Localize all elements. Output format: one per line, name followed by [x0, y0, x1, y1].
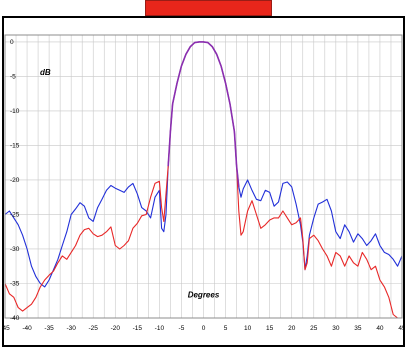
y-tick-label: -40: [10, 315, 20, 322]
x-tick-label: 5: [224, 325, 228, 332]
y-tick-label: -20: [10, 177, 20, 184]
x-tick-label: 40: [376, 325, 384, 332]
line-chart: -45-40-35-30-25-20-15-10-505101520253035…: [2, 16, 405, 347]
x-tick-label: -5: [179, 325, 185, 332]
series-lines: [4, 41, 403, 319]
x-tick-label: -10: [155, 325, 165, 332]
x-tick-label: 10: [244, 325, 252, 332]
x-tick-label: 0: [202, 325, 206, 332]
x-tick-label: 20: [288, 325, 296, 332]
main-lobe-overlap-line: [167, 41, 240, 187]
x-tick-label: -30: [66, 325, 76, 332]
x-tick-label: 45: [398, 325, 405, 332]
y-tick-label: -30: [10, 246, 20, 253]
x-tick-label: -35: [44, 325, 54, 332]
x-tick-label: -15: [133, 325, 143, 332]
y-tick-label: 0: [10, 39, 14, 46]
x-tick-label: 15: [266, 325, 274, 332]
x-tick-label: 25: [310, 325, 318, 332]
y-axis-label: dB: [40, 68, 51, 77]
title-banner: [145, 0, 272, 16]
x-tick-label: -20: [111, 325, 121, 332]
x-tick-label: -45: [2, 325, 10, 332]
y-tick-label: -35: [10, 280, 20, 287]
y-tick-label: -10: [10, 108, 20, 115]
y-tick-label: -5: [10, 73, 16, 80]
x-tick-label: -25: [89, 325, 99, 332]
x-tick-label: 30: [332, 325, 340, 332]
plot-area-border: [4, 34, 403, 319]
x-tick-label: 35: [354, 325, 362, 332]
tick-labels: -45-40-35-30-25-20-15-10-505101520253035…: [2, 39, 405, 332]
x-tick-label: -40: [22, 325, 32, 332]
y-tick-label: -25: [10, 211, 20, 218]
x-axis-label: Degrees: [188, 290, 220, 299]
y-tick-label: -15: [10, 142, 20, 149]
